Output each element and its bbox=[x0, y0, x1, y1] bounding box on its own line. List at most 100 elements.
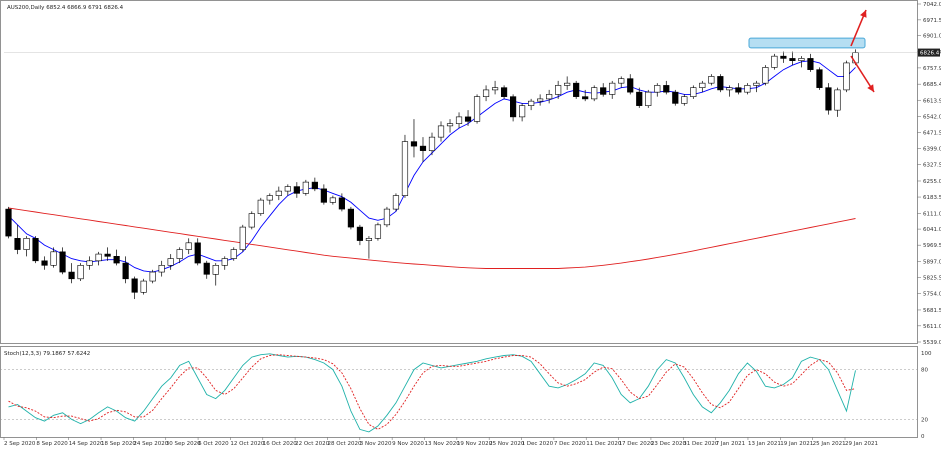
x-tick-label: 24 Sep 2020 bbox=[133, 441, 168, 447]
candle bbox=[167, 254, 174, 270]
arrow-up-icon bbox=[850, 9, 867, 47]
candle bbox=[428, 132, 436, 156]
candle bbox=[221, 256, 228, 270]
stoch-y-axis: 100 80 20 0 bbox=[921, 351, 932, 440]
direction-arrows bbox=[850, 9, 875, 93]
candle bbox=[717, 74, 724, 93]
x-tick-label: 13 Nov 2020 bbox=[425, 441, 461, 447]
candle bbox=[311, 177, 318, 192]
ma-fast-line bbox=[8, 60, 856, 273]
x-tick-label: 29 Jan 2021 bbox=[845, 441, 878, 447]
candle bbox=[843, 60, 850, 93]
x-tick-label: 8 Sep 2020 bbox=[36, 441, 68, 447]
y-tick-label: 5897.0 bbox=[923, 259, 941, 265]
y-tick-label: 6111.0 bbox=[923, 211, 941, 217]
candle bbox=[690, 85, 697, 99]
candle bbox=[735, 83, 742, 95]
candle bbox=[239, 224, 246, 252]
resistance-zone-box bbox=[748, 37, 866, 49]
candle bbox=[401, 134, 409, 198]
y-tick-label: 6327.5 bbox=[923, 163, 941, 169]
candle bbox=[816, 67, 823, 90]
x-tick-label: 19 Nov 2020 bbox=[457, 441, 493, 447]
y-tick-label: 6901.0 bbox=[923, 34, 941, 40]
candle bbox=[573, 80, 580, 99]
x-tick-label: 11 Dec 2020 bbox=[586, 441, 622, 447]
x-tick-label: 25 Nov 2020 bbox=[489, 441, 525, 447]
x-tick-label: 3 Nov 2020 bbox=[360, 441, 392, 447]
candle bbox=[77, 263, 84, 282]
candle bbox=[275, 186, 282, 201]
candle bbox=[473, 94, 481, 124]
x-tick-label: 6 Oct 2020 bbox=[198, 441, 229, 447]
x-tick-label: 19 Jan 2021 bbox=[780, 441, 813, 447]
candle bbox=[248, 211, 255, 230]
y-tick-label: 6971.5 bbox=[923, 18, 941, 24]
x-tick-label: 16 Oct 2020 bbox=[263, 441, 298, 447]
candle bbox=[591, 85, 598, 102]
x-tick-label: 18 Sep 2020 bbox=[101, 441, 136, 447]
candle bbox=[519, 103, 526, 122]
candle bbox=[645, 89, 652, 108]
candle bbox=[194, 238, 201, 266]
candle bbox=[708, 74, 715, 86]
candle bbox=[681, 94, 688, 106]
candle bbox=[636, 87, 643, 108]
chart-title: AUS200,Daily 6852.4 6866.9 6791 6826.4 bbox=[7, 5, 124, 11]
candle bbox=[744, 83, 751, 95]
candle bbox=[555, 80, 562, 99]
x-tick-label: 7 Dec 2020 bbox=[554, 441, 586, 447]
candle bbox=[699, 80, 706, 93]
x-tick-label: 23 Dec 2020 bbox=[651, 441, 687, 447]
candle bbox=[356, 224, 364, 246]
candle bbox=[464, 110, 472, 126]
moving-averages bbox=[8, 60, 856, 273]
candle bbox=[23, 236, 30, 257]
candle bbox=[374, 222, 382, 241]
candle bbox=[663, 80, 670, 95]
stoch-y-tick-label: 80 bbox=[921, 368, 928, 374]
candle bbox=[212, 263, 219, 286]
price-label: 6826.4 bbox=[4, 48, 940, 57]
stoch-pane-border bbox=[0, 346, 918, 438]
y-tick-label: 6685.4 bbox=[923, 82, 941, 88]
y-tick-label: 6399.0 bbox=[923, 147, 941, 153]
x-tick-label: 12 Oct 2020 bbox=[230, 441, 265, 447]
candle bbox=[419, 137, 427, 162]
candle bbox=[347, 206, 354, 230]
y-tick-label: 6183.5 bbox=[923, 195, 941, 201]
candle bbox=[230, 247, 237, 261]
x-tick-label: 1 Dec 2020 bbox=[522, 441, 554, 447]
candle bbox=[753, 80, 760, 93]
x-tick-label: 17 Dec 2020 bbox=[619, 441, 655, 447]
candle bbox=[176, 247, 183, 264]
candle bbox=[68, 263, 75, 284]
y-tick-label: 5611.0 bbox=[923, 324, 941, 330]
y-tick-label: 6757.9 bbox=[923, 66, 941, 72]
x-tick-label: 14 Sep 2020 bbox=[69, 441, 104, 447]
price-badge bbox=[918, 48, 940, 57]
candle bbox=[627, 74, 634, 95]
candle bbox=[546, 89, 553, 104]
candle bbox=[302, 179, 309, 196]
candle bbox=[86, 256, 93, 270]
stoch-y-tick-label: 0 bbox=[921, 434, 925, 440]
candle bbox=[455, 112, 463, 129]
candle bbox=[437, 121, 445, 142]
y-tick-label: 6613.9 bbox=[923, 98, 941, 104]
candle bbox=[140, 278, 147, 295]
y-tick-label: 5681.5 bbox=[923, 308, 941, 314]
candle bbox=[510, 94, 517, 122]
x-tick-label: 31 Dec 2020 bbox=[683, 441, 719, 447]
candle bbox=[609, 80, 616, 99]
candle bbox=[203, 260, 210, 279]
candle bbox=[320, 184, 327, 205]
candle bbox=[158, 260, 165, 277]
y-tick-label: 7042.0 bbox=[923, 2, 941, 8]
price-badge-label: 6826.4 bbox=[920, 51, 940, 57]
y-tick-label: 5539.0 bbox=[923, 340, 941, 346]
stoch-d-line bbox=[8, 354, 856, 430]
x-tick-label: 2 Sep 2020 bbox=[4, 441, 36, 447]
